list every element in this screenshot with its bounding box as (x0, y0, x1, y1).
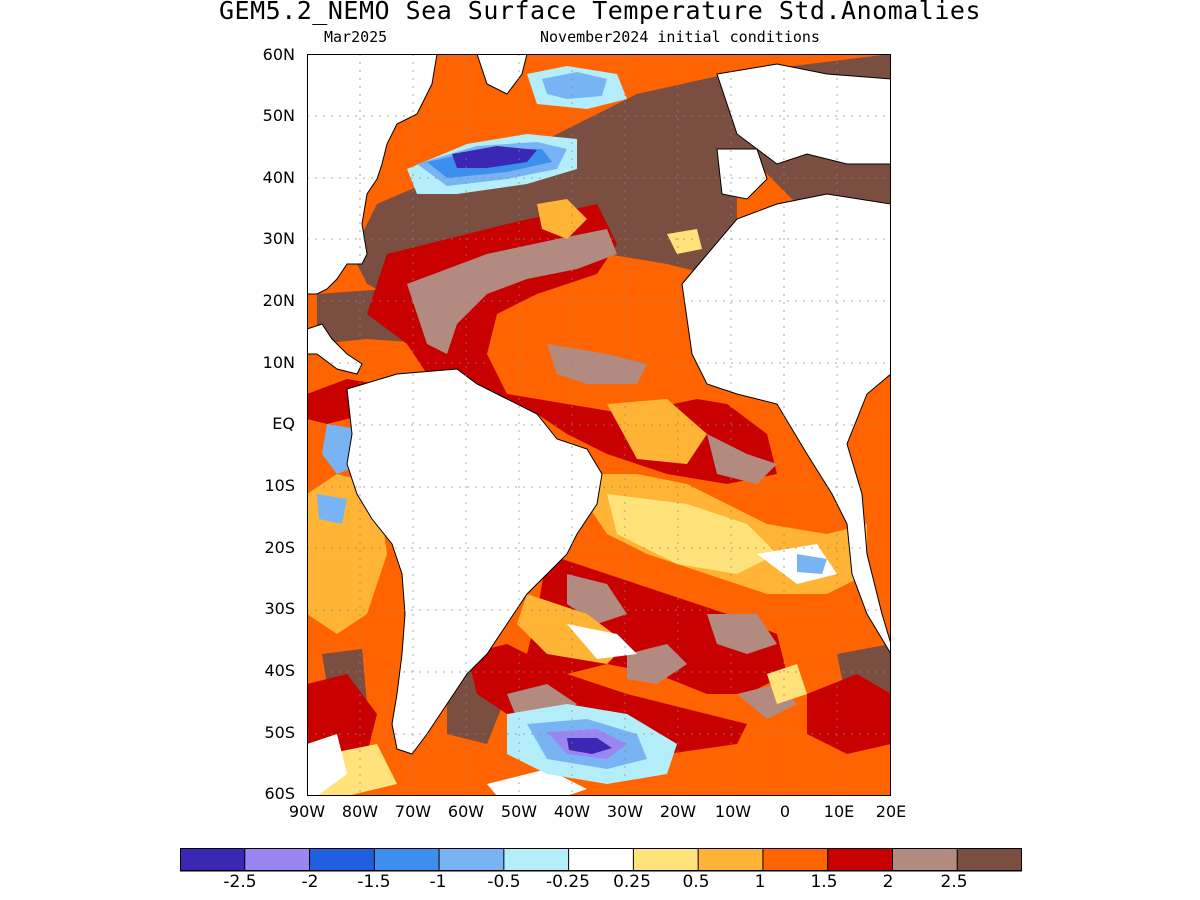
map-title: GEM5.2_NEMO Sea Surface Temperature Std.… (218, 0, 981, 25)
colorbar-label: -1.5 (357, 872, 391, 892)
lon-label: 10E (823, 802, 855, 821)
colorbar-swatch (244, 848, 311, 872)
africa (681, 193, 891, 655)
colorbar-swatch (309, 848, 376, 872)
lat-label: 40S (264, 661, 295, 680)
colorbar-swatch (956, 848, 1022, 872)
colorbar-swatch (503, 848, 570, 872)
colorbar-swatch (373, 848, 441, 872)
europe (716, 63, 891, 165)
lat-label: 40N (262, 168, 295, 187)
lon-label: 40W (553, 802, 591, 821)
lat-label: 20S (264, 538, 295, 557)
lat-label: 30N (262, 229, 295, 248)
lat-label: 20N (262, 291, 295, 310)
colorbar-swatch (568, 848, 635, 872)
colorbar-swatch (827, 848, 894, 872)
lat-label: 10N (262, 353, 295, 372)
lon-label: 80W (341, 802, 379, 821)
colorbar-swatch (632, 848, 700, 872)
lon-label: 50W (500, 802, 538, 821)
lat-label: 60N (262, 45, 295, 64)
lon-label: 70W (394, 802, 432, 821)
lon-label: 20W (659, 802, 697, 821)
colorbar (180, 848, 1022, 872)
colorbar-label: 2.5 (940, 872, 968, 892)
lat-label: 60S (264, 784, 295, 803)
colorbar-label: -0.25 (546, 872, 590, 892)
graticule (307, 54, 891, 796)
land-masses (307, 54, 891, 755)
sst-anomaly-map (307, 54, 891, 796)
lon-label: 90W (288, 802, 326, 821)
initial-conditions-label: November2024 initial conditions (540, 28, 820, 46)
colorbar-label: 0.25 (613, 872, 651, 892)
south-america (346, 368, 603, 755)
lat-label: 50S (264, 723, 295, 742)
colorbar-swatch (891, 848, 959, 872)
lat-label: EQ (272, 414, 295, 433)
colorbar-label: -2.5 (223, 872, 257, 892)
iberia (716, 148, 768, 200)
colorbar-swatch (180, 848, 246, 872)
lon-label: 20E (875, 802, 907, 821)
colorbar-label: 2 (882, 872, 894, 892)
colorbar-label: -1 (429, 872, 447, 892)
colorbar-swatch (697, 848, 764, 872)
colorbar-swatch (438, 848, 505, 872)
colorbar-label: -0.5 (487, 872, 521, 892)
lat-label: 10S (264, 476, 295, 495)
colorbar-swatch (762, 848, 829, 872)
greenland (476, 54, 528, 95)
map-frame (307, 54, 891, 796)
lon-label: 30W (606, 802, 644, 821)
colorbar-label: 0.5 (682, 872, 710, 892)
colorbar-label: 1 (754, 872, 766, 892)
lon-label: 0 (779, 802, 791, 821)
lat-label: 30S (264, 599, 295, 618)
central-america (307, 323, 363, 375)
forecast-month-label: Mar2025 (324, 28, 388, 46)
lat-label: 50N (262, 106, 295, 125)
lon-label: 10W (714, 802, 752, 821)
colorbar-label: -2 (301, 872, 319, 892)
lon-label: 60W (447, 802, 485, 821)
north-america (307, 54, 438, 295)
colorbar-label: 1.5 (810, 872, 838, 892)
